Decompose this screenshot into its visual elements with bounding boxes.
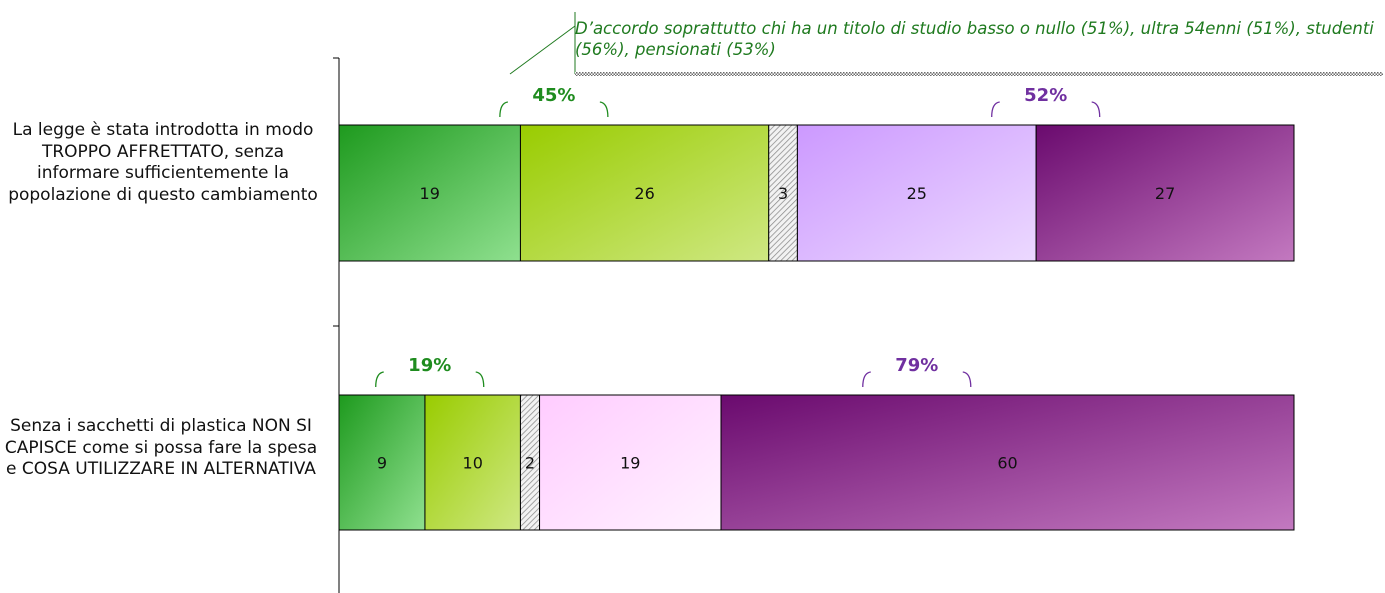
bar-segment [1035, 124, 1295, 262]
data-label: 26 [634, 184, 654, 203]
data-label: 9 [377, 454, 387, 473]
category-label: Senza i sacchetti di plastica NON SI CAP… [4, 416, 318, 479]
summary-label: 45% [532, 85, 575, 106]
summary-bracket-left [375, 371, 384, 388]
bar-segment [519, 124, 770, 262]
data-label: 27 [1155, 184, 1175, 203]
annotation-note: D’accordo soprattutto chi ha un titolo d… [575, 19, 1374, 59]
data-label: 3 [778, 184, 788, 203]
summary-bracket-left [499, 101, 509, 118]
summary-label: 19% [408, 355, 451, 376]
bar-segment [338, 124, 521, 262]
data-label: 60 [997, 454, 1017, 473]
bar-segment [768, 124, 798, 262]
bar-segment [720, 394, 1295, 531]
summary-bracket-right [962, 371, 972, 388]
summary-bracket-right [599, 101, 609, 118]
data-label: 2 [525, 454, 535, 473]
data-label: 19 [420, 184, 440, 203]
data-label: 19 [620, 454, 640, 473]
summary-bracket-left [862, 371, 871, 388]
summary-bracket-left [991, 101, 1000, 118]
summary-label: 79% [895, 355, 938, 376]
callout-underline [575, 72, 1383, 76]
bar-segment [539, 394, 722, 531]
summary-bracket-right [475, 371, 485, 388]
category-label: La legge è stata introdotta in modo TROP… [8, 120, 318, 205]
summary-bracket-right [1091, 101, 1101, 118]
data-label: 25 [907, 184, 927, 203]
data-label: 10 [463, 454, 483, 473]
bar-segment [424, 394, 521, 531]
bar-segment [338, 394, 426, 531]
callout-leader-line [509, 25, 576, 75]
summary-label: 52% [1024, 85, 1067, 106]
bar-segment [796, 124, 1037, 262]
